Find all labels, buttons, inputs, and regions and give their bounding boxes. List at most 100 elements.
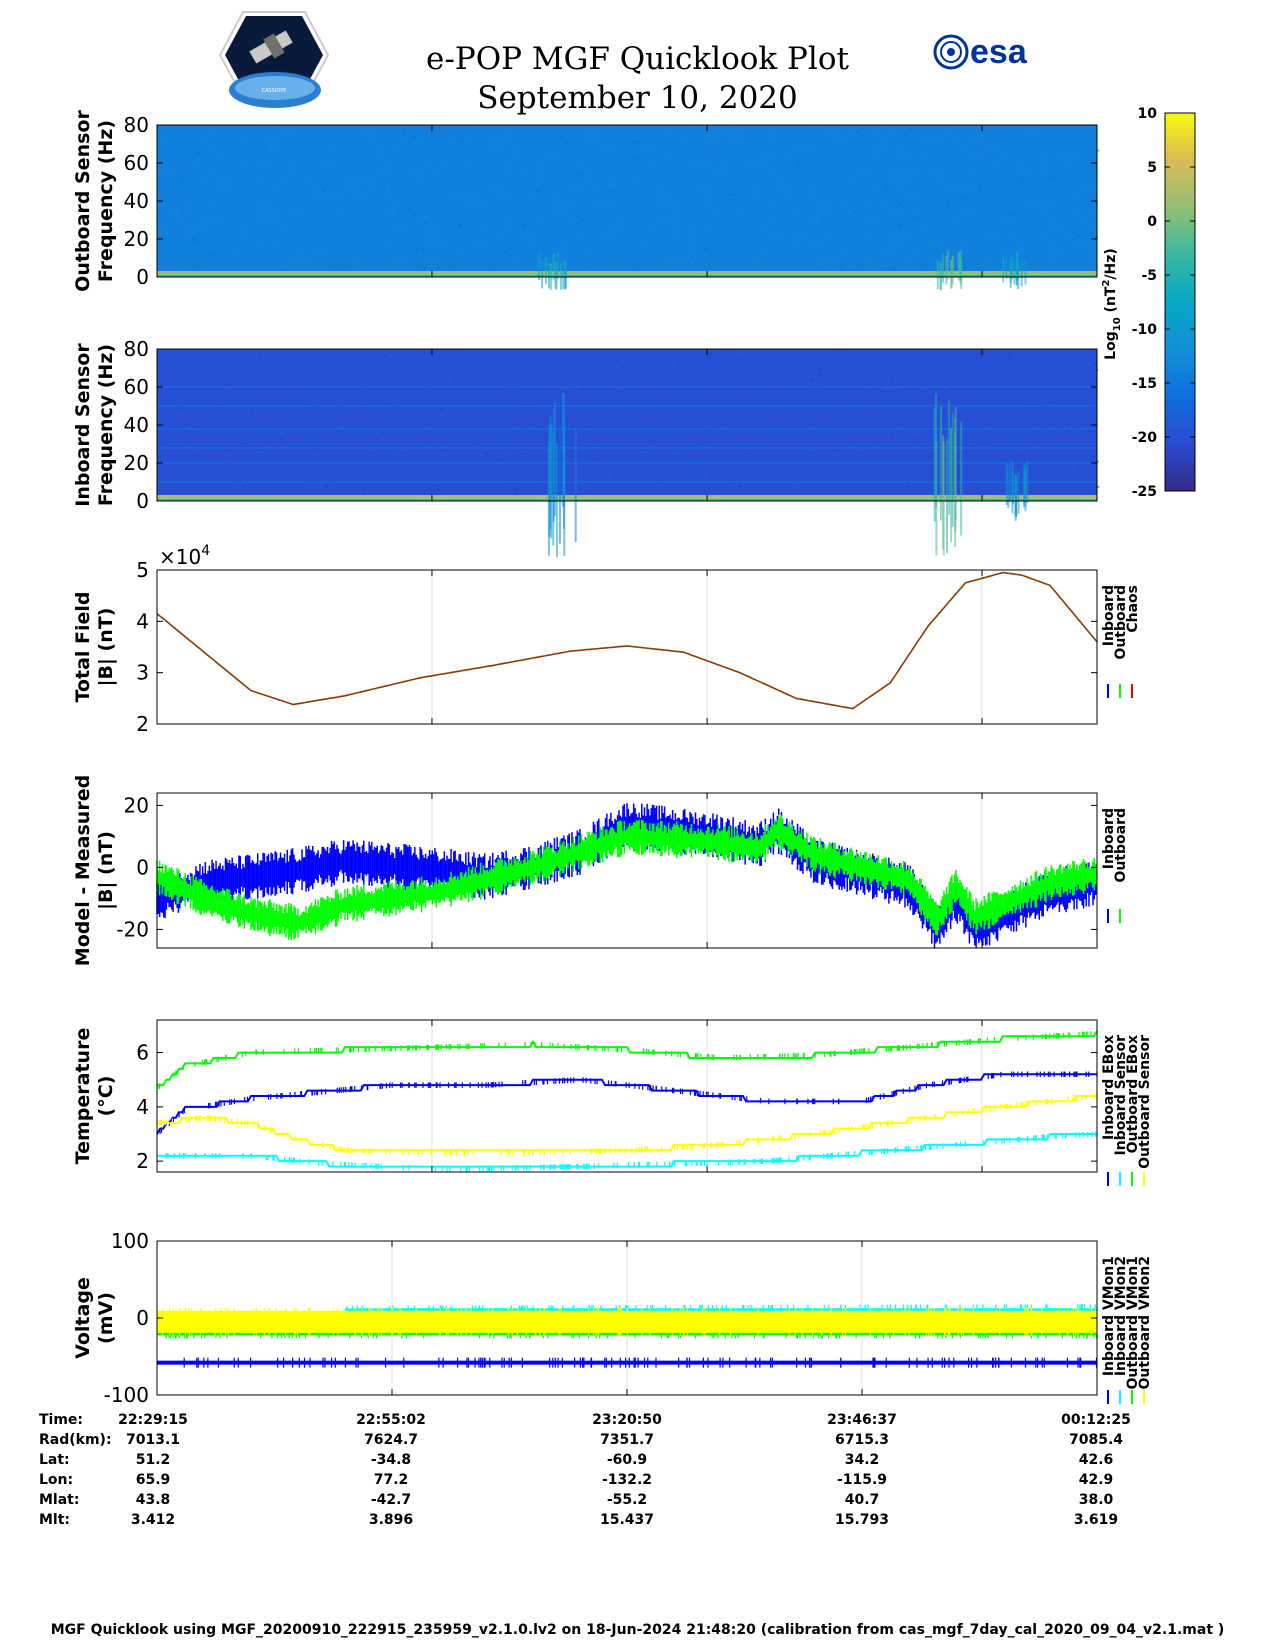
outboard-spectrogram-burst-streak xyxy=(564,262,567,290)
total-field-y-tick-label: 2 xyxy=(136,712,149,736)
voltage-ylabel-line1: Voltage xyxy=(72,1277,94,1359)
table-cell: -55.2 xyxy=(607,1492,647,1508)
outboard-spectrogram-burst-streak xyxy=(1013,259,1016,285)
voltage-series-inboard-vmon1 xyxy=(157,1357,1098,1368)
inboard-spectrogram-burst-streak xyxy=(574,428,577,543)
outboard-spectrogram-burst-streak xyxy=(951,255,954,285)
table-row-label: Lat: xyxy=(39,1452,70,1468)
inboard-spectrogram-noise xyxy=(157,349,1100,497)
table-cell: 51.2 xyxy=(136,1452,171,1468)
table-cell: 15.793 xyxy=(835,1512,889,1528)
model-minus-measured-ylabel-line2: |B| (nT) xyxy=(95,831,117,910)
temperature-series-inboard-ebox xyxy=(156,1071,1098,1135)
inboard-spectrogram-harmonic-line xyxy=(157,405,1097,407)
inboard-spectrogram-burst-streak xyxy=(1017,471,1020,514)
outboard-spectrogram-burst-streak xyxy=(946,250,949,280)
outboard-spectrogram-burst-streak xyxy=(1010,254,1013,280)
inboard-spectrogram-burst-streak xyxy=(558,429,561,544)
table-cell: -132.2 xyxy=(602,1472,652,1488)
inboard-spectrogram-burst-streak xyxy=(1007,465,1010,508)
temperature-legend-label: Inboard Sensor xyxy=(1113,1035,1129,1156)
inboard-spectrogram-burst-streak xyxy=(562,393,565,508)
colorbar-tick-label: -15 xyxy=(1132,376,1157,392)
inboard-spectrogram-panel: 80 60 40 20 0 Inboard Sensor Frequency (Hz) xyxy=(72,337,1100,558)
total-field-ylabel: Total Field |B| (nT) xyxy=(72,591,117,702)
inboard-spectrogram-burst-streak xyxy=(1005,463,1008,505)
inboard-spectrogram-ylabel-line1: Inboard Sensor xyxy=(72,343,94,507)
total-field-series-chaos xyxy=(156,571,1098,710)
temperature-ylabel-line1: Temperature xyxy=(72,1028,94,1165)
temperature-legend-label: Outboard Sensor xyxy=(1137,1035,1153,1169)
inboard-spectrogram-y-tick-label: 20 xyxy=(124,451,149,475)
total-field-y-tick-label: 5 xyxy=(136,558,149,582)
outboard-spectrogram-panel: 80 60 40 20 0 Outboard Sensor Frequency (Hz) xyxy=(72,110,1100,292)
model-minus-measured-ylabel-line1: Model - Measured xyxy=(72,775,94,966)
total-field-legend-label: Outboard xyxy=(1113,585,1129,660)
model-minus-measured-frame xyxy=(156,792,1098,949)
outboard-spectrogram-burst-streak xyxy=(1024,259,1027,285)
total-field-ylabel-line1: Total Field xyxy=(72,591,94,702)
table-cell: 42.9 xyxy=(1079,1472,1114,1488)
table-cell: -115.9 xyxy=(837,1472,887,1488)
model-minus-measured-ylabel: Model - Measured |B| (nT) xyxy=(72,775,117,966)
voltage-y-tick-label: 0 xyxy=(136,1306,149,1330)
table-cell: 7624.7 xyxy=(364,1432,418,1448)
inboard-spectrogram-burst-streak xyxy=(1011,471,1014,514)
temperature-y-tick-label: 4 xyxy=(136,1095,149,1119)
outboard-spectrogram-y-tick-label: 0 xyxy=(136,265,149,289)
table-cell: 34.2 xyxy=(845,1452,880,1468)
total-field-exponent-label: ×104 xyxy=(159,543,210,569)
table-cell: 3.412 xyxy=(131,1512,175,1528)
table-cell: 40.7 xyxy=(845,1492,880,1508)
outboard-spectrogram-burst-streak xyxy=(942,253,944,283)
outboard-spectrogram-burst-streak xyxy=(545,257,547,285)
total-field-ylabel-line2: |B| (nT) xyxy=(95,608,117,687)
inboard-spectrogram-harmonic-line xyxy=(157,462,1097,464)
total-field-exponent-sup: 4 xyxy=(201,543,210,559)
inboard-spectrogram-harmonic-line xyxy=(157,447,1097,449)
outboard-spectrogram-burst-streak xyxy=(1005,254,1008,279)
table-row-label: Time: xyxy=(39,1412,83,1428)
table-cell: 15.437 xyxy=(600,1512,654,1528)
outboard-spectrogram-burst-streak xyxy=(950,260,953,289)
cassiope-logo: CASSIOPE xyxy=(218,11,330,108)
voltage-series-outboard-vmon2 xyxy=(156,1307,1097,1336)
inboard-spectrogram-burst-streak xyxy=(951,412,954,527)
table-row-label: Mlat: xyxy=(39,1492,79,1508)
outboard-spectrogram-burst-streak xyxy=(959,251,962,281)
outboard-spectrogram-low-band-edge xyxy=(157,275,1097,277)
temperature-ylabel-line2: (°C) xyxy=(95,1076,117,1117)
temperature-ylabel: Temperature (°C) xyxy=(72,1028,117,1165)
outboard-spectrogram-noise xyxy=(157,125,1100,273)
outboard-spectrogram-burst-streak xyxy=(939,261,942,290)
outboard-spectrogram-burst-streak xyxy=(537,253,540,281)
temperature-y-tick-label: 2 xyxy=(136,1149,149,1173)
inboard-spectrogram-burst-streak xyxy=(1009,459,1012,502)
table-cell: 7085.4 xyxy=(1069,1432,1123,1448)
outboard-spectrogram-burst-streak xyxy=(556,252,559,279)
inboard-spectrogram-burst-streak xyxy=(555,443,558,558)
voltage-y-tick-label: -100 xyxy=(104,1383,149,1407)
table-cell: 00:12:25 xyxy=(1061,1412,1131,1428)
temperature-legend-label: Inboard EBox xyxy=(1101,1035,1117,1140)
inboard-spectrogram-harmonic-line xyxy=(157,386,1097,388)
inboard-spectrogram-y-tick-label: 40 xyxy=(124,413,149,437)
total-field-legend-label: Inboard xyxy=(1101,585,1117,646)
esa-logo-text: esa xyxy=(970,33,1028,71)
outboard-spectrogram-burst-streak xyxy=(957,252,960,281)
voltage-panel: 100 0 -100 Voltage (mV) Inboard VMon1Inboard … xyxy=(72,1229,1153,1407)
outboard-spectrogram-burst-streak xyxy=(548,261,550,289)
inboard-spectrogram-burst-streak xyxy=(1026,461,1029,504)
outboard-spectrogram-background xyxy=(157,125,1097,277)
voltage-legend-label: Outboard VMon1 xyxy=(1125,1256,1141,1390)
inboard-spectrogram-burst-streak xyxy=(942,441,945,556)
model-minus-measured-y-tick-label: -20 xyxy=(116,917,149,941)
inboard-spectrogram-ylabel-line2: Frequency (Hz) xyxy=(95,344,117,506)
outboard-spectrogram-burst-streak xyxy=(1016,252,1019,278)
voltage-legend-label: Outboard VMon2 xyxy=(1137,1256,1153,1390)
table-cell: -60.9 xyxy=(607,1452,647,1468)
